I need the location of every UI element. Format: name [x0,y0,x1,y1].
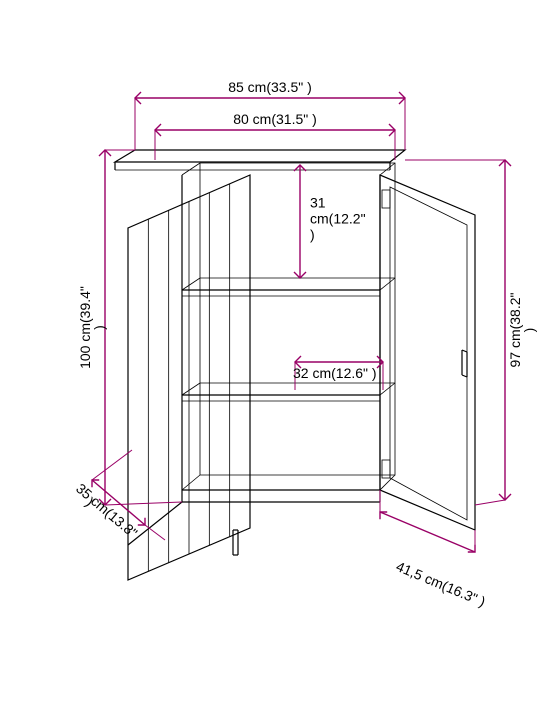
dimension-diagram: 85 cm(33.5" ) 80 cm(31.5" ) 31cm(12.2") 32 … [0,0,540,720]
dim-32cm: 32 cm(12.6" ) [293,365,377,381]
dim-41-5cm: 41,5 cm(16.3" ) [394,558,488,610]
dim-31cm: 31 [310,195,326,211]
dim-85cm: 85 cm(33.5" ) [228,79,312,95]
dim-31cm-b: cm(12.2" [310,211,366,227]
dim-100cm-b: ) [91,325,107,330]
dim-35cm: 35 cm(13.8" [73,480,141,541]
dim-97cm-b: ) [521,328,537,333]
dim-31cm-c: ) [310,227,315,243]
dim-80cm: 80 cm(31.5" ) [233,111,317,127]
